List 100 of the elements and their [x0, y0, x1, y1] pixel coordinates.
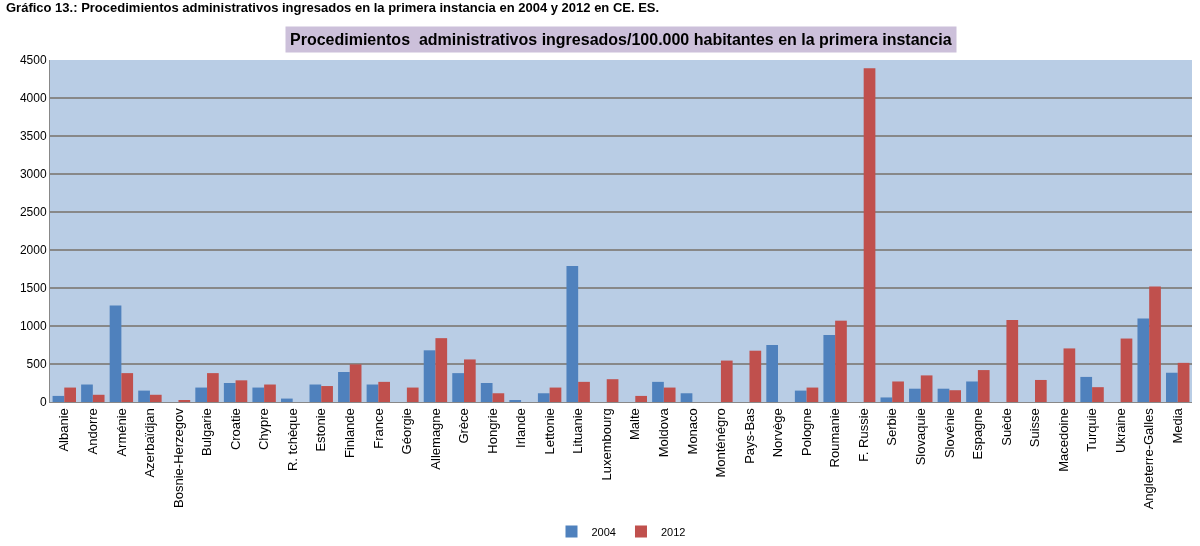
- x-tick-label: Finlande: [341, 408, 357, 459]
- bar: [463, 359, 476, 402]
- x-tick-label: Estonie: [313, 408, 329, 452]
- x-tick-label: Croatie: [227, 408, 243, 451]
- x-tick-label: Bosnie-Herzegov: [170, 407, 186, 508]
- bar: [606, 379, 619, 402]
- bar: [480, 383, 493, 402]
- bar: [1006, 319, 1019, 402]
- bar: [806, 387, 819, 402]
- bar: [1149, 286, 1161, 402]
- x-tick-label: Andorre: [85, 408, 101, 455]
- chart-title: Procedimientos administrativos ingresados/100.000 habitantes en la primera instancia: [290, 31, 952, 48]
- bar: [1092, 387, 1104, 402]
- x-tick-label: Suisse: [1027, 408, 1043, 448]
- bar: [1166, 372, 1178, 402]
- bar: [635, 395, 647, 402]
- bar: [423, 350, 436, 402]
- bar: [766, 345, 779, 402]
- bar: [892, 381, 904, 402]
- x-tick-label: Espagne: [970, 408, 986, 460]
- bar: [652, 381, 664, 402]
- bar: [81, 384, 93, 402]
- bar: [949, 390, 962, 402]
- bar: [121, 373, 134, 402]
- bar: [252, 387, 265, 402]
- bar: [349, 364, 362, 402]
- y-tick-label: 4000: [19, 91, 47, 106]
- x-tick-label: Pays-Bas: [741, 407, 757, 464]
- bar: [52, 395, 65, 402]
- bar: [1120, 338, 1133, 402]
- x-tick-label: France: [370, 408, 386, 449]
- bar: [309, 384, 322, 402]
- x-tick-label: Ukraine: [1112, 408, 1128, 453]
- y-tick-label: 2500: [19, 205, 47, 220]
- bar: [207, 373, 219, 402]
- bar: [966, 381, 978, 402]
- x-tick-label: Grèce: [456, 408, 472, 444]
- x-tick-label: Angleterre-Galles: [1141, 407, 1157, 510]
- bar: [863, 68, 876, 402]
- bar: [321, 386, 333, 402]
- x-tick-label: Slovénie: [941, 408, 957, 459]
- x-tick-label: R. tchèque: [284, 408, 300, 472]
- bar: [138, 390, 150, 402]
- bar: [749, 350, 762, 402]
- y-tick-label: 0: [39, 395, 47, 410]
- bar: [378, 381, 391, 402]
- bar: [663, 387, 676, 402]
- x-tick-label: Monténégro: [713, 408, 729, 478]
- bar: [578, 381, 590, 402]
- bar: [549, 387, 562, 402]
- bar: [280, 398, 293, 402]
- bar: [537, 393, 550, 402]
- bar: [223, 383, 236, 402]
- x-tick-label: Suède: [998, 408, 1014, 446]
- x-tick-label: F. Russie: [855, 408, 871, 462]
- x-tick-label: Hongrie: [484, 408, 500, 454]
- x-tick-label: Lituanie: [570, 408, 586, 454]
- x-tick-label: Géorgie: [399, 408, 415, 455]
- bar: [264, 384, 276, 402]
- bar: [880, 397, 893, 402]
- bar: [794, 390, 807, 402]
- y-tick-label: 4500: [19, 53, 47, 68]
- y-tick-label: 2000: [19, 243, 47, 258]
- bar: [909, 388, 921, 402]
- bar: [149, 394, 162, 402]
- y-tick-label: 500: [26, 357, 47, 372]
- bar: [937, 388, 950, 402]
- bar: [566, 265, 579, 402]
- bar: [1137, 318, 1150, 402]
- x-tick-label: Arménie: [113, 408, 129, 457]
- bar: [1063, 348, 1076, 402]
- legend-label: 2004: [591, 525, 616, 538]
- x-tick-label: Monaco: [684, 408, 700, 455]
- bar: [435, 338, 448, 402]
- x-tick-label: Pologne: [798, 408, 814, 456]
- x-tick-label: Serbie: [884, 408, 900, 446]
- chart-subtitle: Gráfico 13.: Procedimientos administrativos ingresados en la primera instancia en 2004 y 2012 en CE. ES.: [6, 0, 660, 15]
- bar: [235, 380, 248, 402]
- bar: [406, 387, 419, 402]
- bar: [195, 387, 208, 402]
- bar: [720, 360, 733, 402]
- x-tick-label: Slovaquie: [913, 408, 929, 466]
- bar: [492, 393, 505, 402]
- bar: [1034, 379, 1047, 402]
- y-tick-label: 1500: [19, 281, 47, 296]
- x-tick-label: Macedoine: [1055, 408, 1071, 472]
- y-tick-label: 3500: [19, 129, 47, 144]
- x-tick-label: Bulgarie: [199, 408, 215, 456]
- bar: [452, 373, 464, 402]
- bar: [109, 305, 122, 402]
- x-tick-label: Albanie: [56, 408, 72, 452]
- x-tick-label: Norvège: [770, 408, 786, 458]
- bar: [366, 384, 379, 402]
- bar: [680, 393, 693, 402]
- x-tick-label: Irlande: [513, 408, 529, 448]
- bar: [64, 387, 76, 402]
- legend-label: 2012: [660, 525, 686, 538]
- x-tick-label: Media: [1169, 407, 1185, 444]
- x-tick-label: Lettonie: [541, 408, 557, 455]
- x-tick-label: Roumanie: [827, 408, 843, 468]
